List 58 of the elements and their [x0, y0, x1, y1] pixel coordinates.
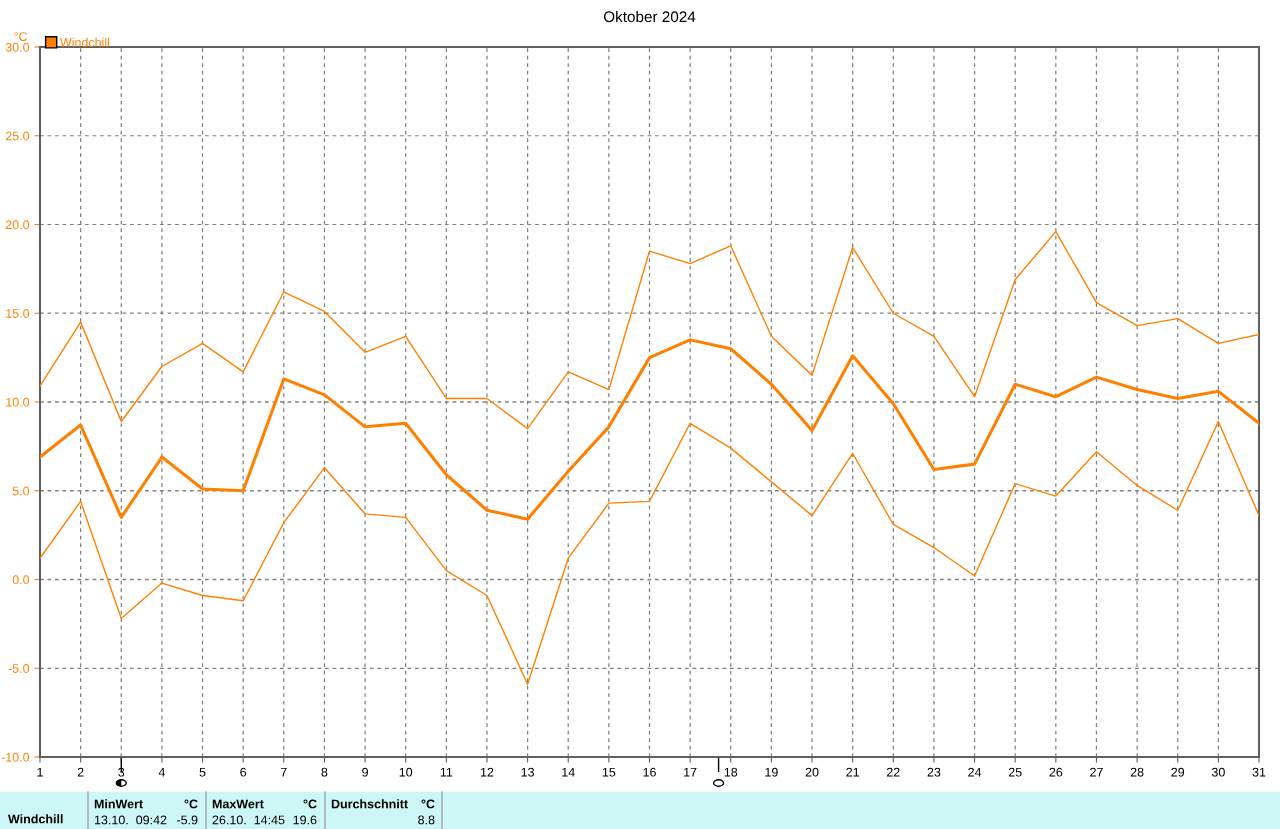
text: °C: [184, 799, 198, 809]
x-tick-label: 13: [521, 767, 534, 777]
y-tick-label: 10.0: [6, 397, 30, 407]
text: MaxWert: [212, 799, 264, 809]
text: °C: [421, 799, 435, 809]
y-tick-label: -5.0: [8, 664, 30, 673]
x-tick-label: 5: [199, 767, 206, 777]
x-tick-label: 10: [399, 767, 413, 777]
x-tick-label: 7: [280, 767, 287, 777]
x-tick-label: 31: [1252, 767, 1266, 777]
line-series: [40, 230, 1259, 430]
text: °C: [303, 799, 317, 809]
x-tick-label: 3: [118, 767, 125, 777]
x-tick-label: 12: [480, 767, 494, 777]
x-tick-label: 18: [724, 767, 738, 777]
y-tick-label: 15.0: [6, 309, 30, 318]
y-tick-label: 20.0: [5, 220, 30, 230]
legend-label: Windchill: [59, 37, 110, 47]
y-tick-label: 25.0: [5, 131, 30, 141]
x-tick-label: 19: [765, 767, 778, 777]
x-tick-label: 23: [927, 767, 941, 777]
x-tick-label: 30: [1211, 767, 1225, 777]
text: -5.9: [177, 815, 198, 825]
text: 8.8: [418, 815, 435, 825]
text: 13.10. 09:42: [94, 815, 167, 825]
x-tick-label: 25: [1008, 767, 1022, 777]
y-tick-label: 30.0: [5, 42, 30, 52]
x-tick-label: 15: [602, 767, 616, 777]
x-tick-label: 22: [886, 767, 900, 777]
x-tick-label: 17: [684, 767, 697, 777]
y-tick-label: -10.0: [1, 752, 30, 762]
text: 26.10. 14:45: [212, 815, 285, 825]
text: Durchschnitt: [331, 799, 408, 809]
text: Windchill: [8, 814, 63, 824]
y-tick-label: 0.0: [12, 575, 30, 585]
x-tick-label: 14: [562, 767, 575, 777]
y-tick-label: 5.0: [12, 486, 30, 496]
x-tick-label: 20: [805, 767, 819, 777]
x-tick-label: 16: [643, 767, 656, 777]
x-tick-label: 29: [1171, 767, 1185, 777]
x-tick-label: 8: [321, 767, 328, 777]
text: MinWert: [94, 799, 143, 809]
x-tick-label: 11: [440, 767, 453, 777]
y-axis-title: °C: [14, 32, 28, 41]
x-tick-label: 24: [968, 767, 982, 777]
x-tick-label: 4: [158, 767, 166, 777]
x-tick-label: 2: [77, 767, 84, 777]
line-series: [40, 420, 1259, 685]
x-tick-label: 27: [1090, 767, 1103, 777]
text: 19.6: [293, 815, 317, 825]
x-tick-label: 26: [1049, 767, 1063, 777]
x-tick-label: 9: [362, 767, 368, 777]
line-series: [40, 338, 1259, 521]
x-tick-label: 28: [1130, 767, 1144, 777]
chart-title: Oktober 2024: [603, 10, 696, 23]
x-tick-label: 6: [240, 767, 247, 777]
x-tick-label: 1: [37, 767, 43, 777]
x-tick-label: 21: [846, 767, 860, 777]
